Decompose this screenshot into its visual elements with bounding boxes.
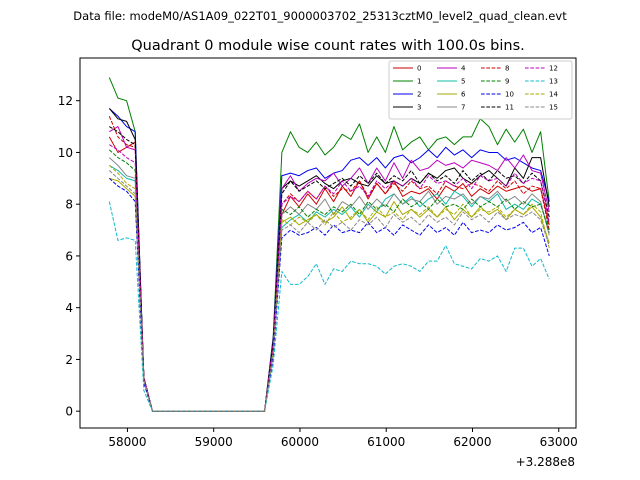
x-tick-label: 62000 <box>453 435 491 449</box>
legend-label-14: 14 <box>549 91 558 99</box>
legend-label-11: 11 <box>505 104 514 112</box>
series-line-10 <box>108 177 550 412</box>
x-offset-label: +3.288e8 <box>516 455 575 469</box>
y-tick-label: 10 <box>58 146 73 160</box>
x-tick-label: 63000 <box>540 435 578 449</box>
legend-label-15: 15 <box>549 104 558 112</box>
legend-label-3: 3 <box>417 104 421 112</box>
x-tick-label: 59000 <box>195 435 233 449</box>
x-tick-label: 60000 <box>281 435 319 449</box>
series-line-14 <box>108 165 550 412</box>
y-tick-label: 4 <box>65 301 73 315</box>
series-line-11 <box>109 126 550 412</box>
legend-label-10: 10 <box>505 91 514 99</box>
legend-label-12: 12 <box>549 65 558 73</box>
legend-label-13: 13 <box>549 78 558 86</box>
legend-label-4: 4 <box>461 65 466 73</box>
suptitle: Data file: modeM0/AS1A09_022T01_90000037… <box>73 9 567 23</box>
y-tick-label: 8 <box>65 198 73 212</box>
legend-label-9: 9 <box>505 78 509 86</box>
legend-label-0: 0 <box>417 65 421 73</box>
series-line-13 <box>108 201 550 412</box>
plot-series <box>108 77 550 412</box>
legend-label-2: 2 <box>417 91 421 99</box>
x-tick-label: 58000 <box>108 435 146 449</box>
legend-label-1: 1 <box>417 78 421 86</box>
plot-frame <box>79 57 577 429</box>
series-line-15 <box>108 170 550 412</box>
legend-box <box>388 60 573 120</box>
y-tick-label: 2 <box>65 353 73 367</box>
y-tick-label: 0 <box>65 405 73 419</box>
y-tick-label: 12 <box>58 94 73 108</box>
x-tick-label: 61000 <box>367 435 405 449</box>
chart-title: Quadrant 0 module wise count rates with … <box>131 38 525 54</box>
y-tick-label: 6 <box>65 249 73 263</box>
legend-label-7: 7 <box>461 104 465 112</box>
axes: 58000 59000 60000 61000 62000 63000 0 2 4 6 8 10 12 <box>58 94 578 449</box>
legend-label-6: 6 <box>461 91 466 99</box>
legend-label-5: 5 <box>461 78 465 86</box>
legend-label-8: 8 <box>505 65 509 73</box>
